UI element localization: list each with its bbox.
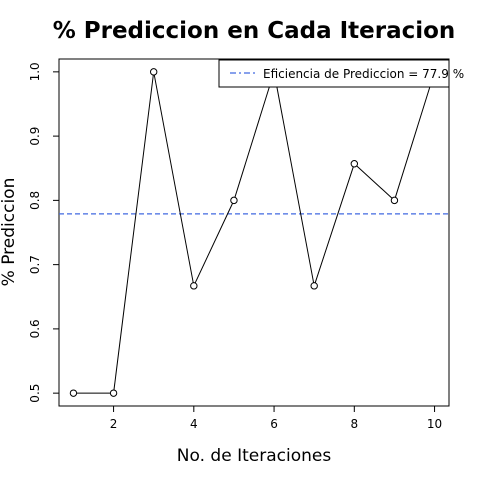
y-tick-label: 0.6 — [28, 319, 42, 338]
x-tick-label: 10 — [427, 417, 442, 431]
legend: Eficiencia de Prediccion = 77.9 % — [218, 59, 464, 88]
series-segment — [274, 74, 315, 283]
series-segment — [153, 74, 194, 283]
series-segment — [394, 74, 435, 198]
y-tick-label: 0.8 — [28, 191, 42, 210]
data-point — [350, 160, 359, 168]
legend-box — [218, 59, 450, 88]
x-tick-label: 6 — [270, 417, 278, 431]
y-axis: 0.5 0.6 0.7 0.8 0.9 1.0 — [28, 62, 59, 403]
x-tick-label: 2 — [110, 417, 118, 431]
data-point — [149, 68, 158, 76]
series-segment — [234, 74, 274, 198]
series-layer — [69, 68, 439, 397]
data-point — [190, 282, 198, 290]
x-axis: 2 4 6 8 10 — [110, 406, 442, 431]
series-segment — [314, 166, 354, 283]
x-tick-label: 4 — [190, 417, 198, 431]
plot-frame — [58, 58, 450, 407]
data-point — [310, 282, 318, 290]
x-axis-label: No. de Iteraciones — [177, 446, 332, 466]
data-point — [230, 196, 238, 205]
chart-title: % Prediccion en Cada Iteracion — [53, 18, 456, 44]
y-tick-label: 1.0 — [28, 62, 42, 81]
legend-entry-label: Eficiencia de Prediccion = 77.9 % — [263, 67, 464, 81]
series-segment — [194, 203, 234, 284]
series-segment — [113, 74, 154, 391]
y-tick-label: 0.9 — [28, 127, 42, 146]
data-point — [109, 389, 118, 397]
data-point — [69, 389, 78, 397]
y-tick-label: 0.5 — [28, 384, 42, 403]
y-tick-label: 0.7 — [28, 255, 42, 274]
data-point — [390, 196, 399, 205]
x-tick-label: 8 — [350, 417, 358, 431]
y-axis-label: % Prediccion — [0, 178, 19, 287]
series-segment — [356, 165, 393, 199]
